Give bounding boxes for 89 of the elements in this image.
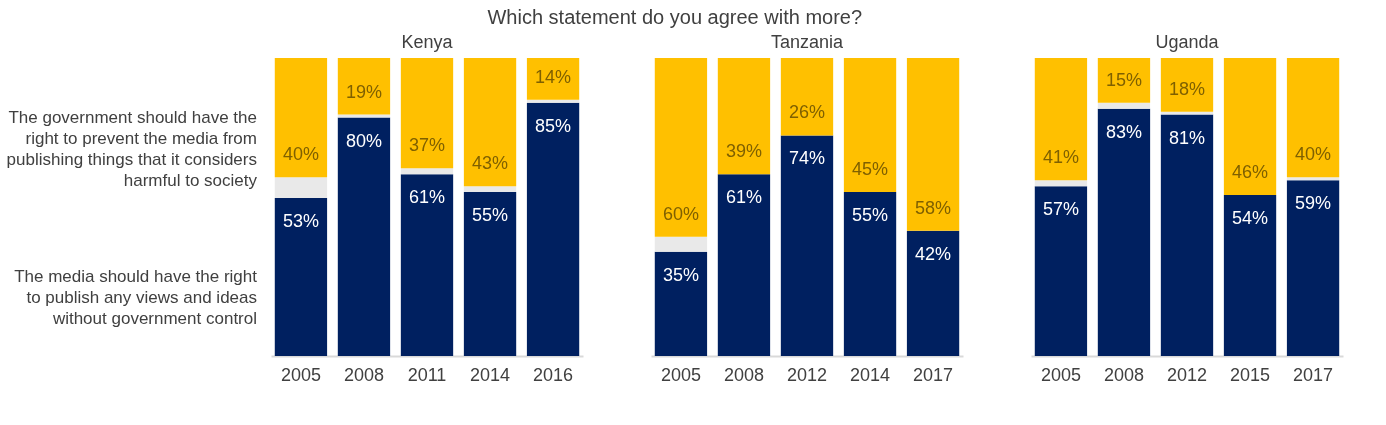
- bar: [274, 58, 328, 178]
- bar: [463, 192, 517, 356]
- x-tick-label: 2017: [1293, 364, 1334, 385]
- bar: [1223, 58, 1277, 196]
- bar: [1160, 111, 1214, 115]
- data-label: 59%: [1295, 193, 1332, 214]
- bar: [906, 58, 960, 231]
- x-tick-label: 2012: [786, 364, 828, 385]
- bar: [1034, 186, 1088, 356]
- bar: [400, 58, 454, 169]
- x-tick-label: 2008: [1103, 364, 1144, 385]
- bar: [400, 168, 454, 175]
- bar: [1034, 58, 1088, 181]
- x-tick-label: 2005: [1040, 364, 1081, 385]
- data-label: 81%: [1168, 127, 1206, 148]
- bar: [400, 174, 454, 356]
- bar: [526, 99, 580, 103]
- bar: [1286, 58, 1340, 178]
- x-tick-label: 2005: [280, 364, 321, 385]
- data-label: 19%: [345, 81, 382, 102]
- data-label: 61%: [408, 187, 446, 208]
- bar: [337, 117, 391, 356]
- bar: [843, 192, 897, 356]
- chart-subtitle: Kenya: [401, 32, 454, 52]
- x-tick-label: 2016: [533, 364, 574, 385]
- x-tick-label: 2008: [343, 364, 384, 385]
- bar: [717, 58, 771, 175]
- data-label: 57%: [1042, 199, 1079, 220]
- data-label: 39%: [725, 141, 762, 162]
- data-label: 41%: [1042, 147, 1079, 168]
- data-label: 53%: [282, 211, 319, 232]
- x-tick-label: 2015: [1230, 364, 1271, 385]
- x-tick-label: 2017: [913, 364, 954, 385]
- bar: [843, 58, 897, 193]
- data-label: 54%: [1232, 208, 1269, 229]
- bar: [1097, 102, 1151, 109]
- series-label: The media should have the right to publish any views and ideas without government control: [14, 267, 258, 329]
- data-label: 60%: [662, 203, 699, 224]
- text: Which statement do you agree with more?: [487, 6, 863, 28]
- data-label: 85%: [535, 115, 572, 136]
- bar: [654, 58, 708, 237]
- bar: [1034, 180, 1088, 187]
- data-label: 83%: [1105, 121, 1142, 142]
- data-label: 55%: [852, 205, 889, 226]
- bar: [274, 177, 328, 199]
- bar: [1286, 177, 1340, 181]
- data-label: 43%: [472, 153, 509, 174]
- bar: [1097, 108, 1151, 356]
- bar: [717, 174, 771, 356]
- bar: [780, 58, 834, 136]
- bar: [780, 135, 834, 356]
- data-label: 15%: [1105, 69, 1142, 90]
- data-label: 58%: [915, 197, 952, 218]
- data-label: 26%: [788, 102, 826, 123]
- data-label: 55%: [472, 205, 509, 226]
- data-label: 42%: [915, 243, 952, 264]
- bar: [337, 114, 391, 118]
- series-label: The government should have the right to prevent the media from publishing things that it considers harmful to society: [6, 107, 258, 190]
- data-label: 40%: [282, 144, 319, 165]
- data-label: 61%: [725, 187, 762, 208]
- bar: [906, 230, 960, 356]
- data-label: 14%: [535, 66, 572, 87]
- x-tick-label: 2011: [407, 364, 447, 385]
- bar: [1223, 195, 1277, 356]
- bar: [463, 58, 517, 187]
- data-label: 35%: [662, 264, 699, 285]
- x-tick-label: 2005: [660, 364, 701, 385]
- bar: [654, 251, 708, 356]
- x-tick-label: 2014: [850, 364, 891, 385]
- data-label: 80%: [345, 130, 382, 151]
- chart-subtitle: Uganda: [1155, 32, 1220, 52]
- data-label: 40%: [1295, 144, 1332, 165]
- bar: [337, 58, 391, 115]
- x-tick-label: 2008: [723, 364, 764, 385]
- bar: [526, 102, 580, 356]
- x-tick-label: 2012: [1166, 364, 1208, 385]
- x-tick-label: 2014: [470, 364, 511, 385]
- bar: [274, 198, 328, 356]
- data-label: 45%: [852, 159, 889, 180]
- bar: [1286, 180, 1340, 356]
- bar: [654, 236, 708, 252]
- chart-subtitle: Tanzania: [770, 32, 845, 52]
- bar: [1160, 114, 1214, 356]
- data-label: 18%: [1168, 78, 1206, 99]
- data-label: 46%: [1232, 162, 1269, 183]
- bar: [463, 186, 517, 193]
- data-label: 74%: [788, 148, 826, 169]
- bar: [1160, 58, 1214, 112]
- data-label: 37%: [408, 135, 446, 156]
